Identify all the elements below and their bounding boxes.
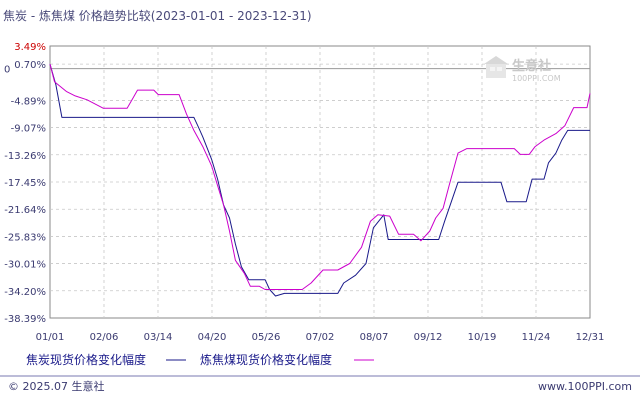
y-tick-label: 0.70%: [14, 60, 46, 71]
y-tick-label: -17.45%: [4, 178, 46, 189]
watermark-url: 100PPI.COM: [512, 74, 561, 83]
x-tick-label: 01/01: [36, 332, 65, 343]
x-tick-label: 04/20: [198, 332, 227, 343]
y-tick-label: -25.83%: [4, 232, 46, 243]
x-tick-label: 11/24: [522, 332, 551, 343]
legend-label-2: 炼焦煤现货价格变化幅度: [200, 352, 332, 367]
x-tick-label: 02/06: [90, 332, 119, 343]
y-tick-label: -13.26%: [4, 151, 46, 162]
chart-title: 焦炭 - 炼焦煤 价格趋势比较(2023-01-01 - 2023-12-31): [3, 8, 312, 23]
y-tick-label: -4.89%: [11, 96, 46, 107]
legend-label-1: 焦炭现货价格变化幅度: [26, 352, 146, 367]
y-tick-label: -21.64%: [4, 205, 46, 216]
y-axis-ticks: 3.49% 0.70% -4.89% -9.07% -13.26% -17.45% -21.…: [4, 42, 46, 325]
x-axis-ticks: 01/01 02/06 03/14 04/20 05/26 07/02 08/07 09/12…: [36, 332, 605, 343]
x-tick-label: 12/31: [576, 332, 605, 343]
series-line-1: [49, 63, 590, 297]
zero-label: 0: [4, 65, 10, 76]
series-line-2: [49, 63, 591, 290]
y-tick-label: -30.01%: [4, 260, 46, 271]
x-tick-label: 03/14: [144, 332, 173, 343]
legend: 焦炭现货价格变化幅度 炼焦煤现货价格变化幅度: [26, 352, 374, 367]
watermark-brand: 生意社: [512, 58, 551, 74]
y-tick-label: 3.49%: [14, 42, 46, 53]
x-tick-label: 07/02: [306, 332, 335, 343]
footer-copyright: © 2025.07 生意社: [8, 379, 104, 393]
watermark: 生意社 100PPI.COM: [484, 56, 561, 83]
footer-link[interactable]: www.100PPI.com: [538, 380, 632, 393]
y-tick-label: -38.39%: [4, 314, 46, 325]
x-tick-label: 05/26: [252, 332, 281, 343]
watermark-logo-icon: [484, 56, 508, 78]
y-tick-label: -9.07%: [11, 124, 46, 135]
series-lines: [49, 63, 591, 297]
x-tick-label: 09/12: [414, 332, 443, 343]
x-tick-label: 08/07: [360, 332, 389, 343]
y-tick-label: -34.20%: [4, 287, 46, 298]
x-tick-label: 10/19: [468, 332, 497, 343]
